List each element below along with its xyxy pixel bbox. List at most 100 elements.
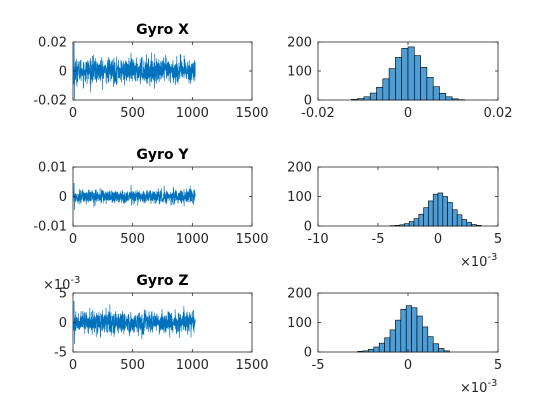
y-tick-label: 200 <box>287 287 312 302</box>
histogram-bar <box>401 48 409 101</box>
x-tick-label: 500 <box>120 232 145 247</box>
gyro-signal-line <box>72 43 196 99</box>
histogram-bar <box>378 342 385 353</box>
histogram-bar <box>369 92 377 101</box>
y-tick-label: 200 <box>287 161 312 176</box>
histogram-bar <box>445 96 453 101</box>
x-tick-label: 5 <box>494 358 502 373</box>
y-tick-label: 200 <box>287 36 312 51</box>
x-tick-label: 0 <box>69 232 77 247</box>
histogram-bar <box>368 349 375 353</box>
y-tick-label: -0.02 <box>33 94 67 109</box>
y-tick-label: 0 <box>59 316 67 331</box>
histogram-bar <box>376 86 384 101</box>
x-tick-label: 0 <box>404 358 412 373</box>
x-tick-label: -5 <box>372 232 385 247</box>
gyro-signal-line <box>72 300 196 345</box>
histogram-bar <box>357 351 364 353</box>
histogram-bar <box>389 329 396 353</box>
histogram-bar <box>428 200 434 227</box>
x-tick-label: 0 <box>69 358 77 373</box>
y-tick-label: 5 <box>59 287 67 302</box>
x-tick-label: -5 <box>312 358 325 373</box>
y-tick-label: 0 <box>304 94 312 109</box>
x-tick-label: 1000 <box>176 358 209 373</box>
histogram-bar <box>411 307 418 353</box>
y-tick-label: 0 <box>59 65 67 80</box>
histogram-bar <box>350 99 358 101</box>
histogram-bar <box>451 98 459 101</box>
histogram-bar <box>439 93 447 101</box>
histogram-bar <box>452 209 458 227</box>
subplot-title: Gyro Y <box>136 147 189 163</box>
histogram-bar <box>399 224 405 227</box>
histogram-bar <box>432 343 439 353</box>
x-tick-label: 500 <box>120 358 145 373</box>
subplot-title: Gyro Z <box>136 273 188 289</box>
histogram-bar <box>437 192 444 227</box>
histogram-bar <box>395 57 402 101</box>
x-tick-label: -0.02 <box>301 106 335 121</box>
histogram-bar <box>404 223 410 227</box>
histogram-bar <box>395 319 402 353</box>
x-tick-label: 0 <box>434 232 442 247</box>
histogram-bar <box>405 305 412 353</box>
histogram-bar <box>363 96 371 101</box>
y-tick-label: 0.02 <box>38 36 67 51</box>
y-tick-label: 100 <box>287 190 312 205</box>
histogram-bar <box>394 225 400 227</box>
histogram-bar <box>423 207 429 227</box>
histogram-bar <box>400 308 407 353</box>
axes-frame <box>317 166 499 227</box>
x-tick-label: 1500 <box>235 232 268 247</box>
histogram-bar <box>388 68 396 101</box>
y-tick-label: -5 <box>54 346 67 361</box>
histogram-bar <box>426 77 434 101</box>
histogram-bar <box>456 214 463 227</box>
histogram-bar <box>413 55 421 101</box>
histogram-bar <box>466 222 472 227</box>
histogram-bar <box>427 336 434 353</box>
histogram-bar <box>418 213 424 227</box>
histogram-bar <box>476 225 482 227</box>
x-exponent-label: ×10-3 <box>460 378 497 396</box>
y-tick-label: -0.01 <box>33 220 67 235</box>
x-tick-label: 0.02 <box>484 106 513 121</box>
y-tick-label: 0.01 <box>38 161 67 176</box>
x-tick-label: -10 <box>307 232 328 247</box>
histogram-bar <box>438 348 445 353</box>
y-exponent-label: ×10-3 <box>43 275 80 293</box>
x-tick-label: 5 <box>494 232 502 247</box>
histogram-bar <box>382 78 390 101</box>
gyro-signal-line <box>72 182 196 211</box>
histogram-bar <box>362 350 369 353</box>
histogram-bar <box>373 346 380 353</box>
x-tick-label: 0 <box>69 106 77 121</box>
x-tick-label: 0 <box>404 106 412 121</box>
y-tick-label: 100 <box>287 65 312 80</box>
histogram-bar <box>422 326 429 353</box>
y-tick-label: 0 <box>59 190 67 205</box>
histogram-bar <box>357 98 365 101</box>
y-tick-label: 100 <box>287 316 312 331</box>
histogram-bar <box>443 350 450 353</box>
histogram-bar <box>471 224 477 227</box>
histogram-bar <box>416 315 423 353</box>
histogram-bar <box>407 46 415 101</box>
x-tick-label: 1500 <box>235 358 268 373</box>
histogram-bar <box>408 221 415 227</box>
x-tick-label: 1000 <box>176 232 209 247</box>
histogram-bar <box>413 218 420 227</box>
x-tick-label: 1500 <box>235 106 268 121</box>
histogram-bar <box>420 66 428 101</box>
x-exponent-label: ×10-3 <box>460 252 497 270</box>
histogram-bar <box>447 202 453 227</box>
histogram-bar <box>432 86 440 101</box>
